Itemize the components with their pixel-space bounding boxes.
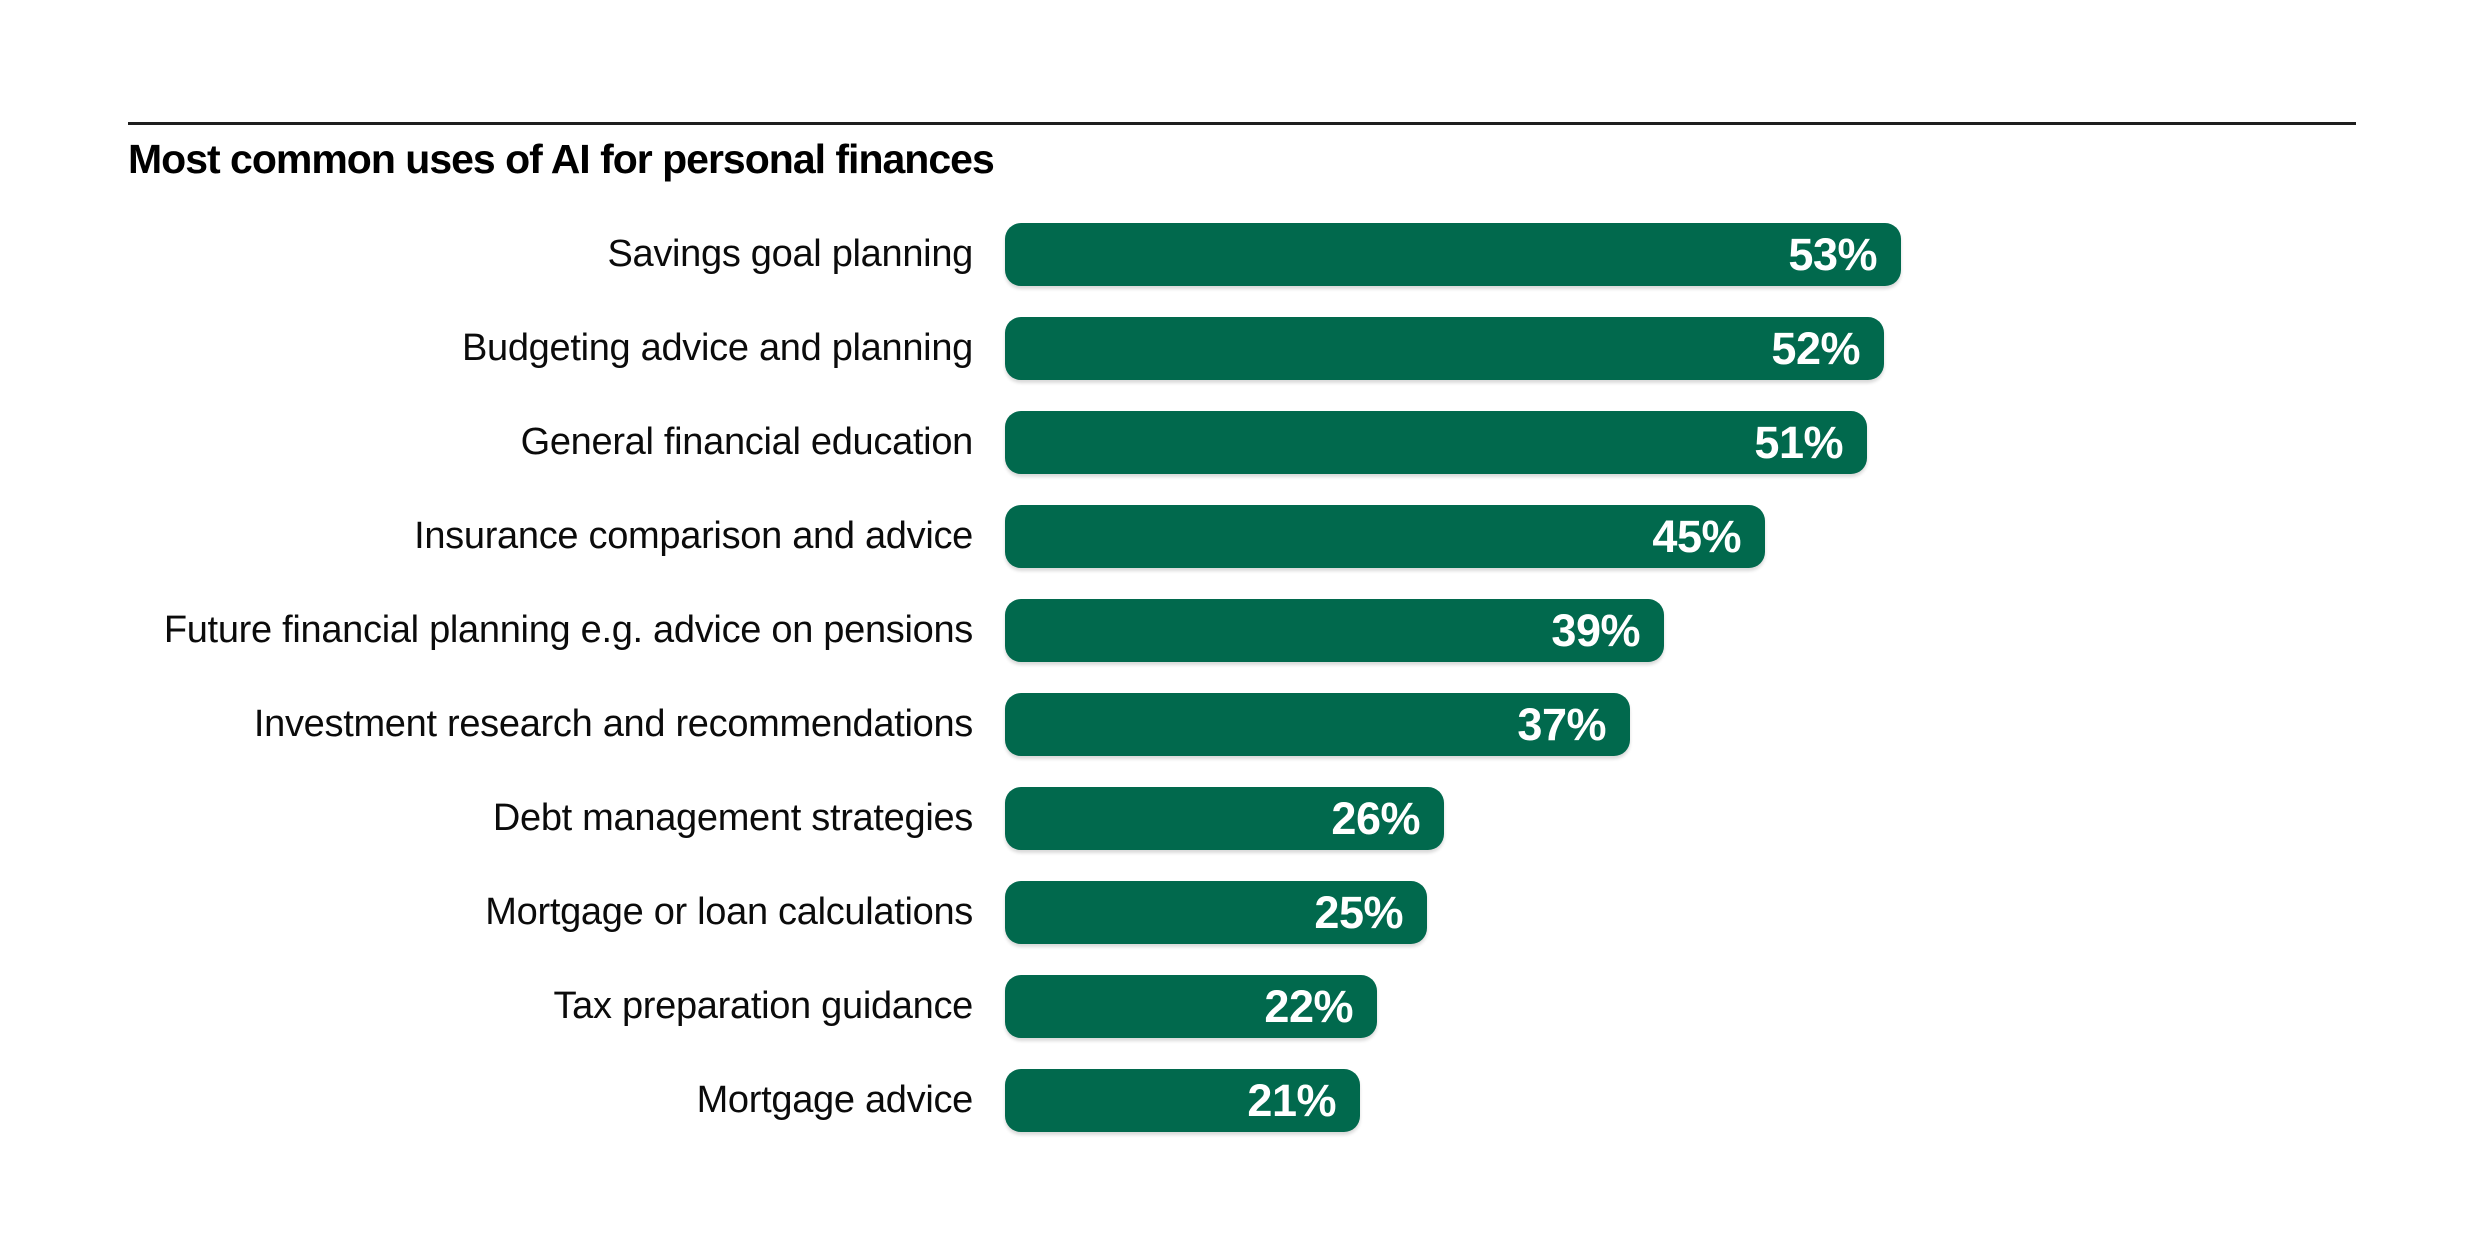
bar: 37%	[1005, 693, 1630, 756]
category-label: Tax preparation guidance	[553, 985, 973, 1027]
bar: 21%	[1005, 1069, 1360, 1132]
value-label: 51%	[1754, 416, 1843, 468]
value-label: 37%	[1517, 698, 1606, 750]
chart-title: Most common uses of AI for personal fina…	[128, 136, 995, 182]
chart-row: Future financial planning e.g. advice on…	[0, 599, 2480, 662]
bar: 25%	[1005, 881, 1427, 944]
bar-track: 51%	[1005, 411, 2480, 474]
bar-track: 52%	[1005, 317, 2480, 380]
bar-track: 39%	[1005, 599, 2480, 662]
bar: 39%	[1005, 599, 1664, 662]
chart-row: Insurance comparison and advice 45%	[0, 505, 2480, 568]
value-label: 26%	[1331, 792, 1420, 844]
value-label: 52%	[1771, 322, 1860, 374]
chart-row: Investment research and recommendations 3…	[0, 693, 2480, 756]
chart-row: Savings goal planning 53%	[0, 223, 2480, 286]
bar: 45%	[1005, 505, 1765, 568]
bar: 22%	[1005, 975, 1377, 1038]
bar-chart: Savings goal planning 53% Budgeting advice…	[0, 223, 2480, 1132]
bar-track: 37%	[1005, 693, 2480, 756]
bar: 52%	[1005, 317, 1884, 380]
bar: 26%	[1005, 787, 1444, 850]
category-label: Savings goal planning	[607, 233, 973, 275]
chart-row: Budgeting advice and planning 52%	[0, 317, 2480, 380]
category-label: Future financial planning e.g. advice on…	[163, 609, 973, 651]
chart-row: General financial education 51%	[0, 411, 2480, 474]
category-label: Mortgage or loan calculations	[485, 891, 973, 933]
value-label: 25%	[1314, 886, 1403, 938]
category-label: General financial education	[520, 421, 974, 463]
category-label: Mortgage advice	[696, 1079, 974, 1121]
category-label: Investment research and recommendations	[253, 703, 973, 745]
bar: 51%	[1005, 411, 1867, 474]
value-label: 39%	[1551, 604, 1640, 656]
value-label: 21%	[1247, 1074, 1336, 1126]
chart-row: Tax preparation guidance 22%	[0, 975, 2480, 1038]
value-label: 45%	[1652, 510, 1741, 562]
bar-track: 25%	[1005, 881, 2480, 944]
bar-track: 26%	[1005, 787, 2480, 850]
chart-row: Mortgage or loan calculations 25%	[0, 881, 2480, 944]
chart-row: Debt management strategies 26%	[0, 787, 2480, 850]
category-label: Budgeting advice and planning	[461, 327, 973, 369]
value-label: 53%	[1788, 228, 1877, 280]
bar: 53%	[1005, 223, 1901, 286]
bar-track: 45%	[1005, 505, 2480, 568]
chart-row: Mortgage advice 21%	[0, 1069, 2480, 1132]
category-label: Insurance comparison and advice	[414, 515, 973, 557]
bar-track: 22%	[1005, 975, 2480, 1038]
category-label: Debt management strategies	[492, 797, 973, 839]
header-divider	[128, 122, 2356, 125]
bar-track: 53%	[1005, 223, 2480, 286]
bar-track: 21%	[1005, 1069, 2480, 1132]
value-label: 22%	[1264, 980, 1353, 1032]
